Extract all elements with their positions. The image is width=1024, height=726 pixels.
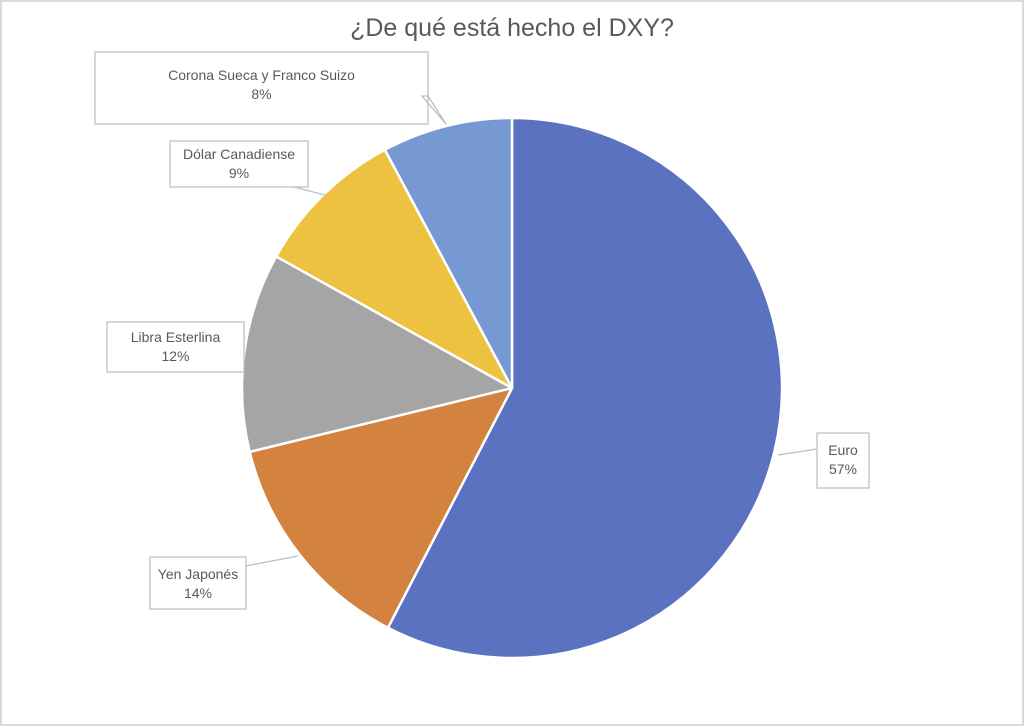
- callout-box-yen: [149, 556, 247, 610]
- data-label-corona: Corona Sueca y Franco Suizo 8%: [95, 66, 428, 104]
- callout-box-euro: [816, 432, 870, 489]
- label-name: Euro: [828, 442, 858, 458]
- leader-line-yen: [245, 555, 299, 567]
- label-name: Corona Sueca y Franco Suizo: [168, 67, 355, 83]
- label-name: Yen Japonés: [157, 566, 239, 582]
- label-name: Dólar Canadiense: [182, 146, 296, 162]
- leader-line-euro: [777, 448, 818, 456]
- label-pct: 8%: [251, 86, 272, 102]
- label-pct: 14%: [183, 585, 213, 601]
- callout-box-libra: [106, 321, 245, 373]
- pie-slice-euro: [386, 116, 784, 660]
- pie-slice-corona: [383, 116, 514, 390]
- data-label-yen: Yen Japonés 14%: [150, 565, 246, 603]
- label-pct: 57%: [828, 461, 858, 477]
- label-pct: 12%: [161, 348, 190, 364]
- callout-box-dolar: [169, 140, 309, 188]
- pie-slice-yen: [248, 386, 514, 630]
- chart-title: ¿De qué está hecho el DXY?: [350, 14, 674, 42]
- callout-box-corona: [94, 51, 447, 125]
- data-label-dolar: Dólar Canadiense 9%: [170, 145, 308, 183]
- label-pct: 9%: [228, 165, 250, 181]
- label-name: Libra Esterlina: [130, 329, 221, 345]
- data-label-euro: Euro 57%: [817, 441, 869, 479]
- pie-slice-dolar: [274, 148, 514, 390]
- data-label-libra: Libra Esterlina 12%: [107, 328, 244, 366]
